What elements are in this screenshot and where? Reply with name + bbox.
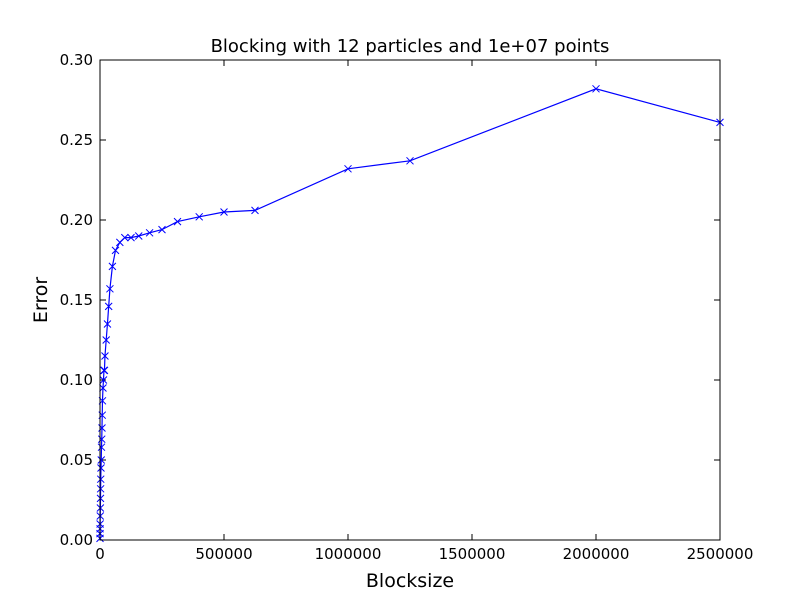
- y-tick-label: 0.15: [60, 291, 93, 309]
- axis-ticks: 0 500000 1000000 1500000 2000000 2500000 0.00 0…: [60, 51, 754, 563]
- y-tick-label: 0.10: [60, 371, 93, 389]
- chart-title: Blocking with 12 particles and 1e+07 poi…: [211, 36, 610, 57]
- data-point-marker: [406, 156, 414, 165]
- x-tick-label: 1000000: [315, 545, 382, 563]
- data-point-marker: [158, 225, 166, 234]
- data-point-marker: [96, 484, 105, 493]
- x-tick-label: 2000000: [563, 545, 630, 563]
- y-tick-label: 0.00: [60, 531, 93, 549]
- data-point-marker: [97, 443, 106, 452]
- x-tick-label: 1500000: [439, 545, 506, 563]
- data-point-marker: [101, 352, 109, 360]
- data-point-marker: [120, 233, 129, 242]
- data-point-marker: [97, 456, 106, 464]
- data-point-marker: [145, 228, 154, 237]
- data-point-marker: [104, 302, 113, 311]
- data-point-marker: [195, 212, 204, 221]
- x-tick-label: 2500000: [687, 545, 754, 563]
- data-point-marker: [99, 376, 108, 384]
- y-tick-label: 0.20: [60, 211, 93, 229]
- data-point-marker: [127, 233, 135, 242]
- data-point-marker: [344, 164, 352, 173]
- x-tick-label: 500000: [195, 545, 252, 563]
- data-point-marker: [251, 206, 259, 215]
- data-point-marker: [100, 366, 109, 375]
- y-tick-label: 0.30: [60, 51, 93, 69]
- data-point-marker: [134, 232, 143, 240]
- plot-frame: [99, 59, 721, 541]
- y-tick-label: 0.05: [60, 451, 93, 469]
- data-point-marker: [111, 246, 120, 255]
- data-point-marker: [108, 262, 117, 271]
- data-point-marker: [96, 475, 105, 484]
- data-point-marker: [106, 284, 114, 293]
- x-axis-label: Blocksize: [366, 570, 454, 592]
- y-tick-label: 0.25: [60, 131, 93, 149]
- x-tick-label: 0: [95, 545, 105, 563]
- data-point-marker: [97, 435, 106, 444]
- data-point-marker: [97, 464, 105, 472]
- data-point-marker: [103, 320, 112, 328]
- data-point-marker: [220, 208, 228, 216]
- data-point-marker: [99, 384, 107, 392]
- data-point-marker: [173, 217, 182, 226]
- y-axis-label: Error: [30, 277, 52, 324]
- data-point-marker: [592, 84, 600, 93]
- data-point-marker: [102, 336, 111, 344]
